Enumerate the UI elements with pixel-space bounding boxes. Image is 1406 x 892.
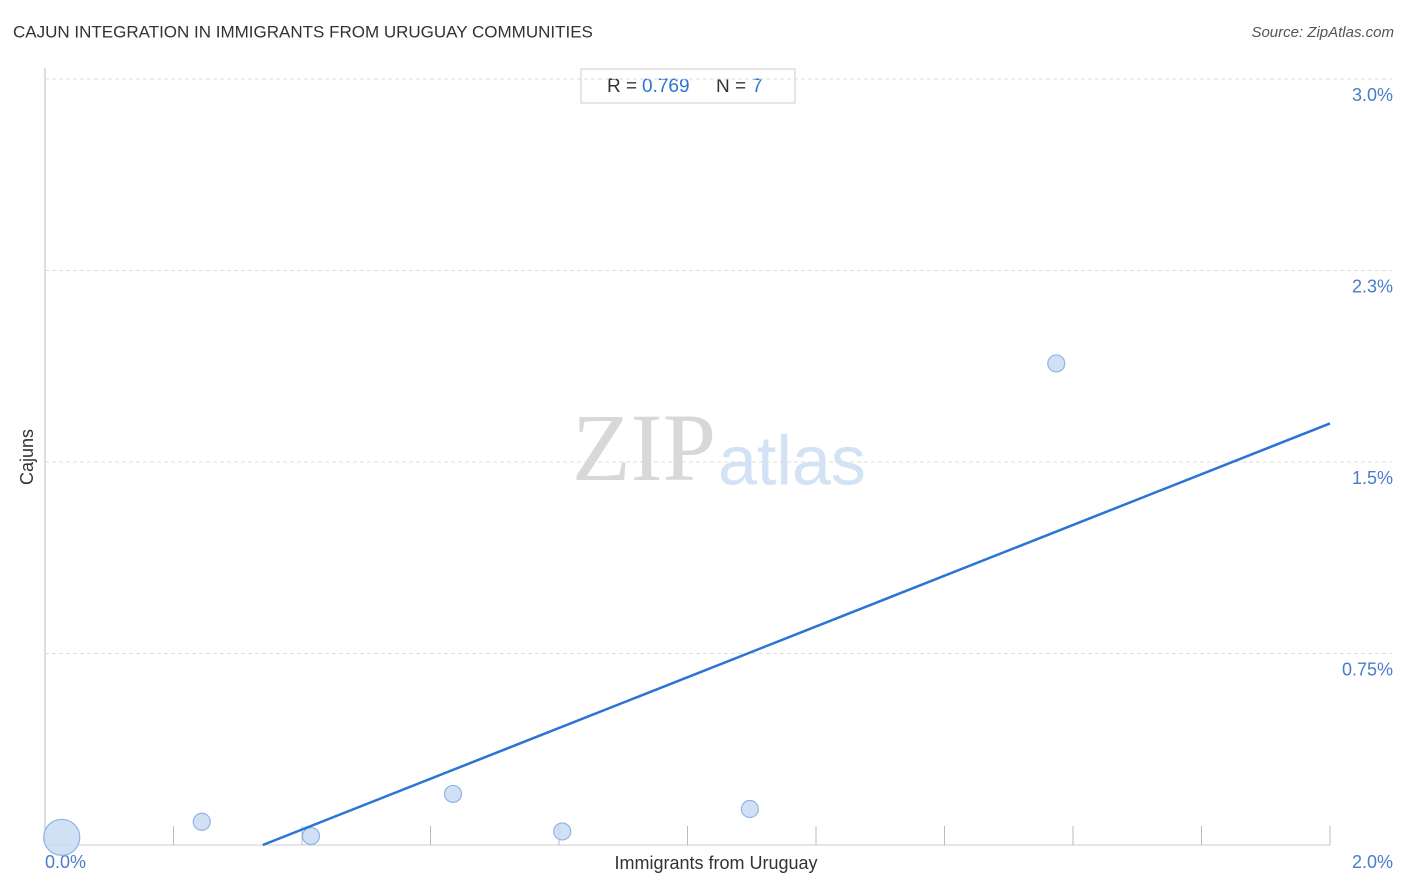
x-axis-label: Immigrants from Uruguay [614,853,817,873]
y-tick-label: 1.5% [1352,468,1393,488]
point [301,826,321,846]
watermark: ZIP [572,394,716,501]
point [443,784,463,804]
point [553,822,572,841]
x-tick-label: 0.0% [45,852,86,872]
source: Source: ZipAtlas.com [1251,24,1394,41]
chart-title: CAJUN INTEGRATION IN IMMIGRANTS FROM URU… [13,22,593,41]
point [43,818,81,856]
y-tick-label: 0.75% [1342,659,1393,679]
y-tick-label: 3.0% [1352,85,1393,105]
r-label: R = [607,76,637,97]
watermark: atlas [718,421,866,499]
stats-box [580,68,796,104]
n-label: N = [716,76,746,97]
y-tick-label: 2.3% [1352,276,1393,296]
point [1047,354,1066,373]
x-tick-label: 2.0% [1352,852,1393,872]
n-value: 7 [752,76,763,97]
y-axis-label: Cajuns [17,429,37,485]
point [740,799,759,819]
trend-line [262,422,1331,847]
r-value: 0.769 [642,76,690,97]
point [192,812,211,831]
